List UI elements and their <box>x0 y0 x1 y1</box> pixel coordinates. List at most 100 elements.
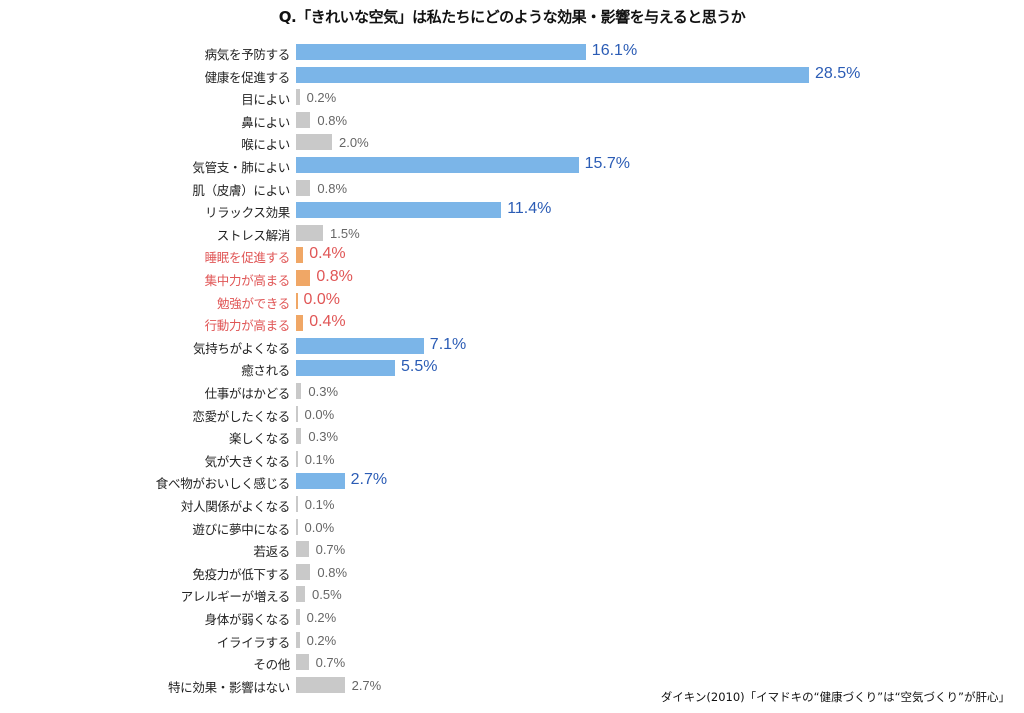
value-label: 0.0% <box>304 406 335 422</box>
value-label: 15.7% <box>584 155 630 172</box>
category-label: イライラする <box>216 634 291 650</box>
category-label: 喉によい <box>241 137 290 153</box>
category-label: 仕事がはかどる <box>204 386 291 401</box>
category-label: 気持ちがよくなる <box>193 340 290 356</box>
value-label: 0.1% <box>304 497 335 512</box>
chart-row: 楽しくなる 0.3% <box>0 425 1024 447</box>
bar <box>296 631 300 648</box>
chart-row: 食べ物がおいしく感じる 2.7% <box>0 470 1024 492</box>
value-label: 7.1% <box>429 335 467 353</box>
chart-row: 肌（皮膚）によい 0.8% <box>0 177 1024 199</box>
category-label: 遊びに夢中になる <box>192 521 290 537</box>
chart-row: アレルギーが増える 0.5% <box>0 583 1024 605</box>
chart-row: 健康を促進する 28.5% <box>0 64 1024 86</box>
bar <box>296 450 298 467</box>
value-label: 5.5% <box>401 358 438 376</box>
chart-row: 身体が弱くなる 0.2% <box>0 606 1024 628</box>
bar <box>296 292 298 309</box>
chart-row: 仕事がはかどる 0.3% <box>0 380 1024 402</box>
chart-row: 鼻によい 0.8% <box>0 109 1024 131</box>
chart-row: その他 0.7% <box>0 651 1024 673</box>
bar <box>296 157 579 173</box>
chart-row: 勉強ができる 0.0% <box>0 290 1024 312</box>
chart-row: 行動力が高まる 0.4% <box>0 312 1024 334</box>
category-label: 病気を予防する <box>204 47 291 62</box>
bar <box>296 89 300 106</box>
chart-title: Q.「きれいな空気」は私たちにどのような効果・影響を与えると思うか <box>278 8 746 26</box>
category-label: 肌（皮膚）によい <box>192 182 290 198</box>
category-label: 癒される <box>241 363 290 379</box>
chart-row: 睡眠を促進する 0.4% <box>0 244 1024 266</box>
bar <box>296 518 298 535</box>
value-label: 0.7% <box>315 655 346 671</box>
category-label: 気が大きくなる <box>204 453 291 469</box>
chart-row: 病気を予防する 16.1% <box>0 41 1024 63</box>
category-label: 若返る <box>253 544 290 560</box>
category-label: 目によい <box>241 92 290 108</box>
category-label: 鼻によい <box>241 114 290 130</box>
chart-row: 気管支・肺によい 15.7% <box>0 154 1024 176</box>
value-label: 0.0% <box>304 519 335 535</box>
bar <box>296 66 809 83</box>
category-label: 免疫力が低下する <box>192 566 290 582</box>
chart-row: 癒される 5.5% <box>0 357 1024 379</box>
chart-row: 対人関係がよくなる 0.1% <box>0 493 1024 515</box>
value-label: 0.1% <box>304 451 335 467</box>
value-label: 0.2% <box>306 90 337 106</box>
chart-row: 集中力が高まる 0.8% <box>0 267 1024 289</box>
bar <box>296 111 311 128</box>
chart-row: 気持ちがよくなる 7.1% <box>0 335 1024 357</box>
category-label: 食べ物がおいしく感じる <box>155 476 291 492</box>
bar <box>296 496 298 512</box>
bar <box>296 541 309 558</box>
bar <box>296 44 586 60</box>
category-label: リラックス効果 <box>204 205 290 221</box>
bar <box>296 270 311 286</box>
source-note: ダイキン(2010)「イマドキの“健康づくり”は“空気づくり”が肝心」 <box>660 690 1010 704</box>
category-label: 楽しくなる <box>228 431 290 447</box>
chart-row: ストレス解消 1.5% <box>0 222 1024 244</box>
category-label: 集中力が高まる <box>204 273 291 288</box>
value-label: 0.8% <box>317 112 348 128</box>
value-label: 2.7% <box>350 471 388 489</box>
chart-row: 目によい 0.2% <box>0 86 1024 108</box>
category-label: ストレス解消 <box>216 227 291 243</box>
value-label: 0.0% <box>303 290 340 308</box>
value-label: 1.5% <box>330 225 360 241</box>
category-label: 気管支・肺によい <box>192 160 290 175</box>
bar <box>296 179 311 196</box>
chart-row: 遊びに夢中になる 0.0% <box>0 516 1024 538</box>
chart-row: リラックス効果 11.4% <box>0 199 1024 221</box>
category-label: 恋愛がしたくなる <box>192 408 290 424</box>
bar <box>296 337 424 354</box>
value-label: 0.2% <box>306 610 337 625</box>
bar <box>296 586 305 603</box>
chart-row: 気が大きくなる 0.1% <box>0 448 1024 470</box>
bar <box>296 428 302 445</box>
category-label: アレルギーが増える <box>180 589 291 605</box>
category-label: 対人関係がよくなる <box>180 499 290 514</box>
category-label: 睡眠を促進する <box>204 250 291 266</box>
bar <box>296 473 345 490</box>
value-label: 0.3% <box>308 384 339 399</box>
bar <box>296 383 302 399</box>
bar <box>296 676 345 693</box>
bar <box>296 654 309 671</box>
value-label: 2.7% <box>351 677 382 693</box>
category-label: 身体が弱くなる <box>204 612 291 627</box>
value-label: 0.2% <box>306 632 337 648</box>
value-label: 28.5% <box>815 64 861 82</box>
chart-row: 若返る 0.7% <box>0 538 1024 560</box>
chart-row: イライラする 0.2% <box>0 629 1024 651</box>
bar <box>296 405 298 422</box>
value-label: 0.4% <box>309 313 346 331</box>
value-label: 11.4% <box>507 200 552 218</box>
bar <box>296 360 395 377</box>
chart-row: 恋愛がしたくなる 0.0% <box>0 403 1024 425</box>
value-label: 0.8% <box>317 180 348 196</box>
bar <box>296 315 304 332</box>
value-label: 0.8% <box>316 268 353 285</box>
category-label: 特に効果・影響はない <box>167 679 290 695</box>
value-label: 0.7% <box>315 542 346 558</box>
value-label: 0.4% <box>309 245 346 263</box>
